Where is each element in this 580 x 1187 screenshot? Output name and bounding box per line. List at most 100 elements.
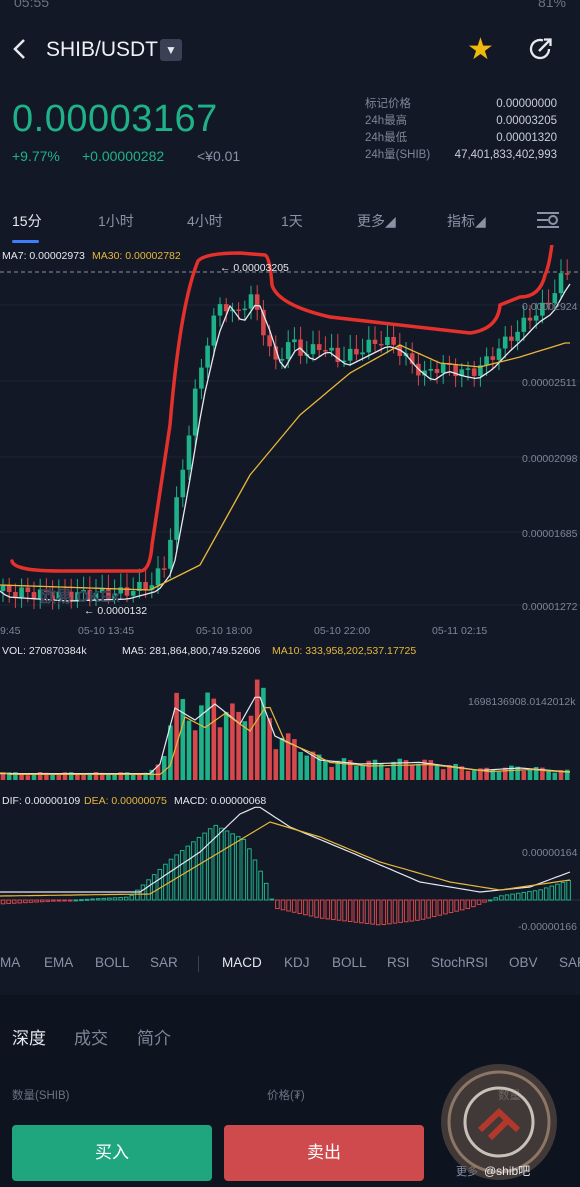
volume-bar bbox=[13, 772, 18, 780]
volume-bar bbox=[292, 739, 297, 780]
macd-histogram-bar bbox=[538, 889, 543, 901]
tab-depth[interactable]: 深度 bbox=[12, 1029, 46, 1048]
volume-bar bbox=[93, 772, 99, 780]
indicator-macd[interactable]: MACD bbox=[222, 955, 262, 970]
macd-histogram-bar bbox=[420, 899, 426, 920]
volume-bar bbox=[378, 762, 384, 780]
time-axis-label: 05-11 02:15 bbox=[432, 625, 488, 637]
candle-body bbox=[428, 368, 434, 371]
candle-body bbox=[509, 336, 514, 341]
time-axis-label: 05-10 18:00 bbox=[196, 625, 253, 637]
sell-button[interactable]: 卖出 bbox=[224, 1125, 424, 1181]
volume-bar bbox=[81, 775, 86, 780]
candle-body bbox=[217, 304, 223, 316]
candle-body bbox=[261, 309, 266, 336]
volume-bar bbox=[440, 769, 446, 780]
macd-histogram-bar bbox=[280, 899, 286, 911]
buy-button[interactable]: 买入 bbox=[12, 1125, 212, 1181]
tab-info[interactable]: 简介 bbox=[137, 1029, 171, 1048]
tab-4h[interactable]: 4小时 bbox=[187, 213, 223, 229]
macd-histogram-bar bbox=[499, 895, 504, 901]
candle-body bbox=[459, 369, 465, 377]
macd-histogram-bar bbox=[532, 890, 538, 901]
volume-bar bbox=[180, 699, 186, 780]
indicator-ema[interactable]: EMA bbox=[44, 955, 74, 970]
macd-histogram-bar bbox=[560, 881, 566, 901]
vol-ma10-line bbox=[0, 706, 571, 775]
ma30-label: MA30: 0.00002782 bbox=[92, 250, 181, 262]
macd-histogram-bar bbox=[191, 841, 196, 901]
candle-body bbox=[478, 365, 483, 376]
candle-body bbox=[564, 273, 570, 275]
status-time: 05:55 bbox=[14, 0, 50, 10]
macd-histogram-bar bbox=[101, 897, 107, 901]
macd-histogram-bar bbox=[6, 899, 11, 905]
macd-histogram-bar bbox=[493, 897, 499, 901]
macd-histogram-bar bbox=[235, 836, 241, 901]
candle-body bbox=[155, 568, 161, 586]
ma7-label: MA7: 0.00002973 bbox=[2, 250, 85, 262]
ticker-panel: 0.00003167 +9.77% +0.00000282 <¥0.01 标记价… bbox=[0, 90, 580, 180]
indicator-sar-sub[interactable]: SAR bbox=[559, 955, 580, 970]
triangle-down-icon[interactable]: ▼ bbox=[160, 39, 182, 61]
volume-bar bbox=[354, 765, 359, 780]
indicator-boll[interactable]: BOLL bbox=[95, 955, 130, 970]
volume-bar bbox=[509, 765, 514, 780]
orderbook-header-price: 价格(₮) bbox=[267, 1090, 305, 1102]
volume-bar bbox=[56, 773, 62, 780]
volume-bar bbox=[242, 721, 248, 780]
volume-bar bbox=[533, 766, 539, 780]
hand-drawn-annotation bbox=[10, 245, 554, 573]
volume-bar bbox=[75, 773, 80, 780]
indicator-sar[interactable]: SAR bbox=[150, 955, 178, 970]
ticker-stats: 标记价格 0.00000000 24h最高 0.00003205 24h最低 0.00… bbox=[365, 96, 557, 164]
candle-body bbox=[62, 591, 68, 594]
candle-body bbox=[540, 302, 545, 316]
macd-histogram-bar bbox=[527, 891, 532, 901]
back-arrow-icon[interactable] bbox=[8, 34, 32, 64]
tab-trades[interactable]: 成交 bbox=[74, 1029, 108, 1048]
macd-histogram-bar bbox=[510, 893, 515, 901]
indicator-obv[interactable]: OBV bbox=[509, 955, 538, 970]
candle-body bbox=[6, 585, 12, 593]
candle-body bbox=[558, 273, 564, 294]
star-icon[interactable]: ★ bbox=[467, 33, 494, 66]
tab-1d[interactable]: 1天 bbox=[281, 213, 303, 229]
stat-row: 24h最低 0.00001320 bbox=[365, 132, 557, 144]
orderbook-header-amount: 数量(SHIB) bbox=[12, 1090, 70, 1102]
tab-1h[interactable]: 1小时 bbox=[98, 213, 134, 229]
share-icon[interactable] bbox=[526, 34, 556, 64]
candlestick-chart[interactable]: MA7: 0.00002973 MA30: 0.00002782 ← 0.000… bbox=[0, 245, 580, 640]
volume-bar bbox=[99, 772, 105, 780]
macd-chart[interactable]: DIF: 0.00000109 DEA: 0.00000075 MACD: 0.… bbox=[0, 792, 580, 940]
indicator-rsi[interactable]: RSI bbox=[387, 955, 410, 970]
macd-histogram-bar bbox=[39, 899, 45, 903]
candle-body bbox=[174, 497, 179, 540]
indicator-boll-sub[interactable]: BOLL bbox=[332, 955, 367, 970]
tab-indicators[interactable]: 指标◢ bbox=[447, 213, 486, 229]
active-tab-underline bbox=[12, 240, 39, 243]
pair-title[interactable]: SHIB/USDT bbox=[46, 38, 159, 61]
candle-body bbox=[465, 368, 471, 370]
price-axis-label: 0.00002511 bbox=[522, 377, 577, 389]
timeframe-tabs: 15分 1小时 4小时 1天 更多◢ 指标◢ bbox=[0, 205, 580, 245]
candle-body bbox=[37, 589, 43, 599]
chart-settings-icon[interactable] bbox=[536, 209, 560, 231]
candle-body bbox=[168, 539, 173, 569]
candle-body bbox=[199, 367, 204, 389]
volume-bar bbox=[484, 767, 489, 780]
tab-more[interactable]: 更多◢ bbox=[357, 213, 396, 229]
volume-bar bbox=[279, 737, 285, 780]
volume-chart[interactable]: VOL: 270870384k MA5: 281,864,800,749.526… bbox=[0, 640, 580, 792]
macd-histogram-bar bbox=[258, 870, 263, 901]
indicator-stochrsi[interactable]: StochRSI bbox=[431, 955, 489, 970]
volume-bar bbox=[310, 751, 316, 780]
candle-body bbox=[267, 335, 272, 347]
indicator-ma[interactable]: MA bbox=[0, 955, 21, 970]
macd-histogram-bar bbox=[247, 848, 252, 901]
tab-15m[interactable]: 15分 bbox=[12, 213, 42, 229]
volume-bar bbox=[161, 755, 167, 780]
indicator-kdj[interactable]: KDJ bbox=[284, 955, 310, 970]
volume-bar bbox=[403, 760, 409, 780]
candle-body bbox=[180, 469, 186, 498]
